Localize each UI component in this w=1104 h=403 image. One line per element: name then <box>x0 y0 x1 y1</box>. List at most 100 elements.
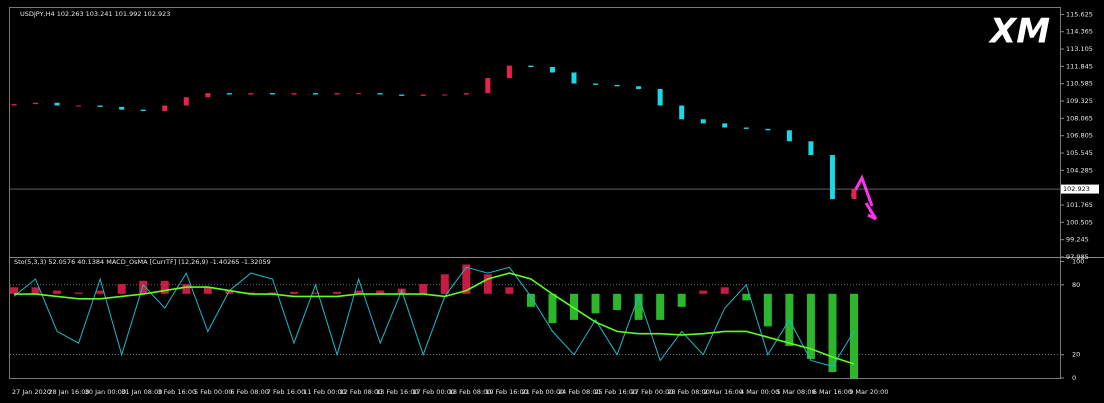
candle-body <box>356 93 362 95</box>
candle-body <box>33 102 39 105</box>
candle-body <box>226 93 232 95</box>
histogram-bar <box>268 292 277 294</box>
x-tick-label: 11 Feb 00:00 <box>303 388 346 396</box>
indicator-header: Sto(5,3,3) 52.0576 40.1384 MACD_OsMA [Cu… <box>14 258 271 266</box>
y-tick-label: 100 <box>1072 257 1084 265</box>
x-tick-label: 19 Feb 16:00 <box>485 388 528 396</box>
candle-body <box>205 93 211 98</box>
x-tick-label: 27 Jan 2020 <box>12 388 51 396</box>
histogram-bar <box>139 280 148 294</box>
x-tick-label: 6 Feb 08:00 <box>230 388 269 396</box>
candle-body <box>313 93 319 95</box>
x-tick-label: 18 Feb 08:00 <box>449 388 492 396</box>
histogram-bar <box>246 292 255 294</box>
candle-body <box>140 109 146 112</box>
histogram-bar <box>74 292 83 294</box>
histogram-bar <box>182 284 191 294</box>
candle-body <box>765 128 771 131</box>
candle-body <box>679 105 685 120</box>
x-tick-label: 4 Mar 00:00 <box>740 388 779 396</box>
histogram-bar <box>570 293 578 320</box>
oscillator-line <box>13 266 855 367</box>
x-tick-label: 17 Feb 00:00 <box>412 388 455 396</box>
candle-body <box>657 89 663 106</box>
x-tick-label: 12 Feb 08:00 <box>340 388 383 396</box>
histogram-bar <box>526 293 535 307</box>
candle-body <box>248 93 254 95</box>
y-tick-label: 115.625 <box>1066 10 1093 18</box>
histogram-bar <box>742 293 751 301</box>
x-tick-label: 28 Feb 08:00 <box>667 388 710 396</box>
candle-body <box>808 141 814 156</box>
x-tick-label: 7 Feb 16:00 <box>267 388 306 396</box>
y-tick-label: 114.365 <box>1066 28 1093 36</box>
histogram-bar <box>505 287 514 294</box>
candle-body <box>571 72 577 84</box>
x-tick-label: 25 Feb 16:00 <box>594 388 637 396</box>
x-tick-label: 28 Jan 16:00 <box>48 388 89 396</box>
y-tick-label: 101.765 <box>1066 201 1093 209</box>
x-tick-label: 27 Feb 00:00 <box>631 388 674 396</box>
logo: XM <box>988 12 1050 52</box>
histogram-bar <box>225 290 234 294</box>
histogram-bar <box>10 287 18 294</box>
histogram-bar <box>806 293 815 359</box>
y-tick-label: 108.065 <box>1066 114 1093 122</box>
y-tick-label: 97.985 <box>1066 253 1089 261</box>
x-tick-label: 5 Feb 00:00 <box>194 388 233 396</box>
y-tick-label: 113.105 <box>1066 45 1093 53</box>
histogram-bar <box>699 290 708 294</box>
oscillator-line <box>14 272 855 365</box>
histogram-bar <box>634 293 643 320</box>
y-tick-label: 99.245 <box>1066 236 1089 244</box>
histogram-bar <box>591 293 600 314</box>
candle-body <box>97 105 103 107</box>
histogram-bar <box>31 287 40 294</box>
candle-body <box>743 127 749 129</box>
y-tick-label: 100.505 <box>1066 218 1093 226</box>
y-tick-label: 109.325 <box>1066 97 1093 105</box>
candle-body <box>614 84 620 87</box>
x-tick-label: 6 Mar 16:00 <box>813 388 852 396</box>
histogram-bar <box>850 293 858 379</box>
y-tick-label: 106.805 <box>1066 132 1093 140</box>
candle-body <box>549 67 555 73</box>
candle-body <box>593 83 599 85</box>
candle-body <box>11 104 17 106</box>
candle-body <box>506 65 512 79</box>
y-tick-label: 0 <box>1072 374 1076 382</box>
histogram-bar <box>440 274 449 294</box>
symbol-header: USDJPY,H4 102.263 103.241 101.992 102.92… <box>20 10 170 18</box>
histogram-bar <box>96 290 105 294</box>
candle-body <box>722 123 728 128</box>
histogram-bar <box>354 290 363 294</box>
candle-body <box>700 119 706 124</box>
candle-body <box>162 105 168 112</box>
candle-body <box>528 65 534 68</box>
candle-body <box>420 94 426 96</box>
candle-body <box>485 78 491 94</box>
histogram-bar <box>419 284 428 294</box>
histogram-bar <box>117 284 126 294</box>
candle-body <box>851 189 857 200</box>
x-tick-label: 24 Feb 08:00 <box>558 388 601 396</box>
candle-body <box>377 93 383 95</box>
candle-body <box>463 93 469 95</box>
candle-body <box>54 102 60 106</box>
current-price-label: 102.923 <box>1063 185 1090 193</box>
x-tick-label: 30 Jan 00:00 <box>85 388 126 396</box>
y-tick-label: 105.545 <box>1066 149 1093 157</box>
candle-body <box>636 86 642 90</box>
histogram-bar <box>290 291 298 294</box>
current-price-box <box>1061 184 1099 194</box>
candle-body <box>119 106 125 110</box>
histogram-bar <box>656 293 665 320</box>
histogram-bar <box>720 287 729 294</box>
histogram-bar <box>376 290 385 294</box>
histogram-bar <box>462 264 471 294</box>
candle-body <box>76 105 82 107</box>
histogram-bar <box>828 293 837 372</box>
